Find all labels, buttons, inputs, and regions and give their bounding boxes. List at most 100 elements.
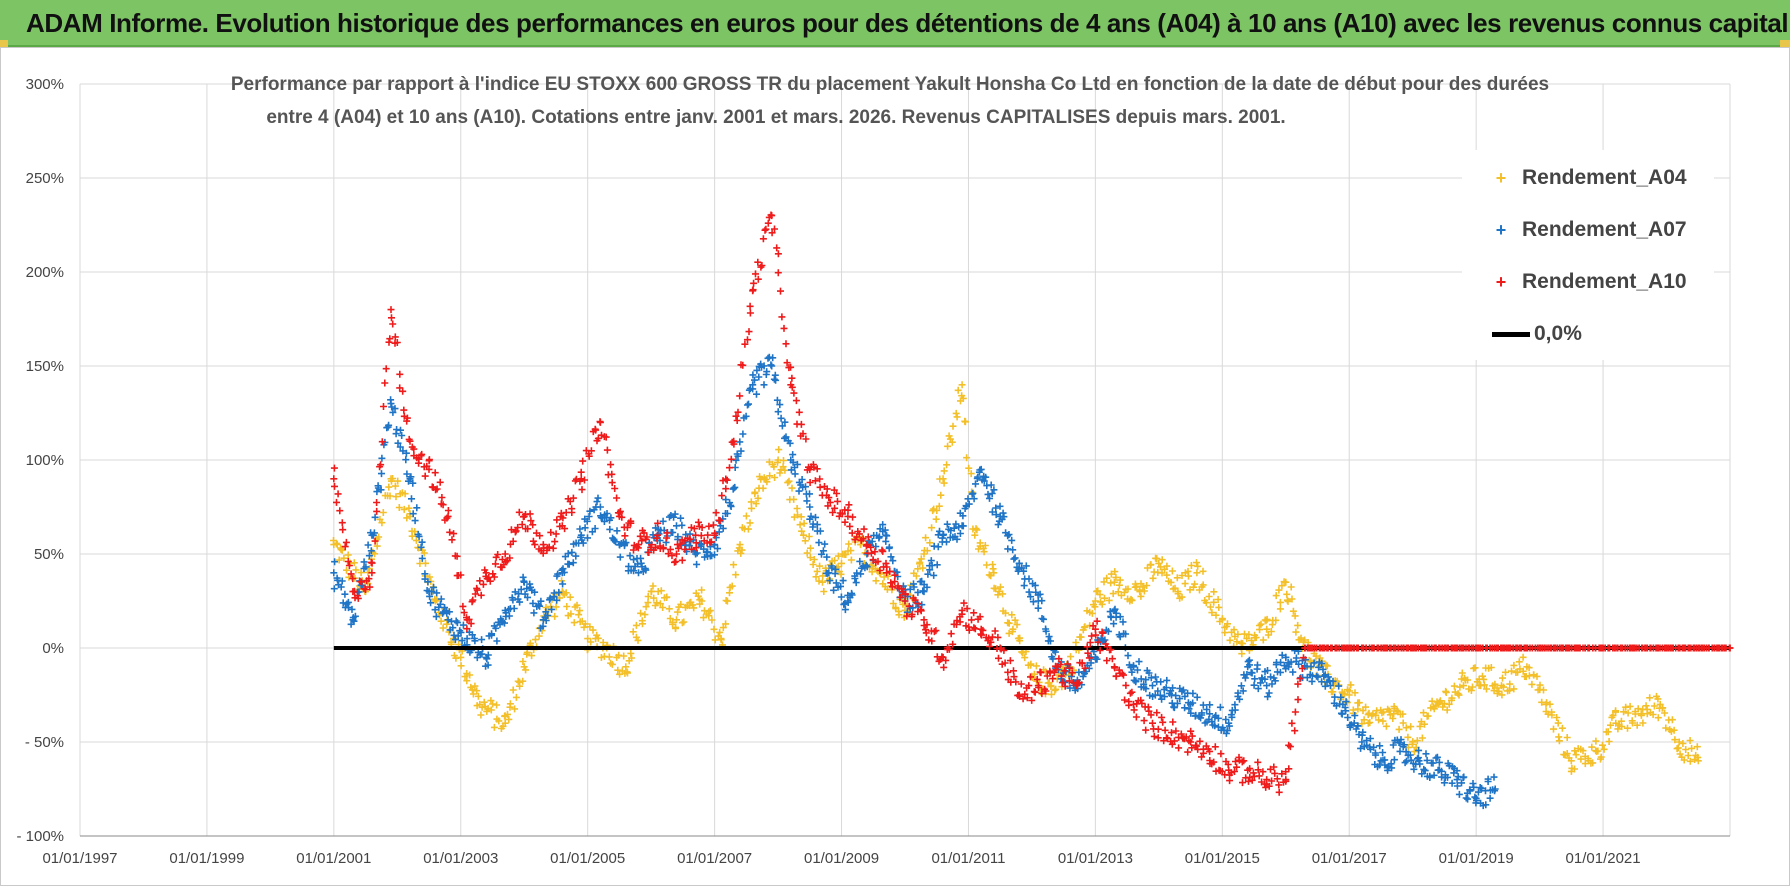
scatter-a07: [1265, 689, 1273, 697]
scatter-a04: [1262, 617, 1270, 625]
scatter-a07: [770, 375, 778, 383]
scatter-a07: [950, 524, 958, 532]
scatter-a10: [664, 550, 672, 558]
scatter-a10: [692, 544, 700, 552]
scatter-a04: [972, 525, 980, 533]
scatter-a10: [862, 542, 870, 550]
scatter-a04: [944, 442, 952, 450]
scatter-a07: [579, 539, 587, 547]
scatter-a07: [744, 401, 751, 409]
scatter-a04: [935, 502, 943, 510]
scatter-a04: [608, 660, 616, 668]
scatter-a10: [788, 383, 796, 391]
scatter-a04: [1450, 682, 1458, 690]
scatter-a04: [1101, 594, 1108, 602]
scatter-a04: [872, 577, 880, 585]
scatter-a07: [1264, 693, 1272, 701]
scatter-a10: [403, 414, 411, 422]
scatter-a10: [1271, 769, 1279, 777]
scatter-a04: [469, 690, 477, 698]
scatter-a07: [769, 354, 777, 362]
scatter-a10: [970, 624, 978, 632]
legend-line-zero: [1492, 331, 1530, 337]
scatter-a07: [906, 585, 914, 593]
scatter-a07: [396, 443, 404, 451]
scatter-a10: [1074, 680, 1082, 688]
scatter-a07: [394, 439, 402, 447]
scatter-a04: [1329, 688, 1337, 696]
scatter-a07: [816, 527, 824, 535]
scatter-a04: [1351, 689, 1359, 697]
scatter-a07: [826, 577, 834, 585]
scatter-a04: [967, 470, 975, 478]
scatter-a10: [425, 457, 433, 465]
scatter-a10: [518, 521, 526, 528]
scatter-a04: [819, 572, 827, 580]
scatter-a04: [1379, 717, 1387, 725]
scatter-a04: [344, 551, 352, 559]
scatter-a04: [1124, 585, 1132, 593]
scatter-a07: [565, 560, 573, 568]
scatter-a07: [1342, 707, 1350, 715]
scatter-a07: [544, 612, 552, 619]
scatter-a10: [874, 557, 882, 565]
scatter-a10: [529, 537, 537, 545]
scatter-a07: [1009, 546, 1017, 554]
scatter-a04: [1360, 716, 1368, 724]
scatter-a04: [1358, 720, 1366, 728]
scatter-a04: [1163, 562, 1171, 570]
point-a10: [387, 306, 395, 314]
scatter-a07: [430, 583, 438, 591]
scatter-a10: [633, 543, 641, 551]
scatter-a04: [1199, 581, 1207, 589]
scatter-a07: [391, 405, 399, 413]
scatter-a10: [579, 457, 587, 465]
scatter-a07: [980, 477, 988, 485]
scatter-a04: [770, 463, 778, 471]
x-tick-label: 01/01/2009: [804, 850, 879, 867]
y-tick-label: - 50%: [25, 734, 64, 751]
scatter-a04: [499, 722, 507, 730]
scatter-a10: [1158, 713, 1166, 721]
scatter-a07: [626, 552, 634, 560]
scatter-a04: [1143, 582, 1151, 589]
scatter-a07: [1027, 593, 1034, 601]
scatter-a10: [506, 554, 514, 562]
scatter-a07: [821, 540, 829, 548]
scatter-a07: [1453, 767, 1461, 775]
scatter-a07: [1455, 790, 1463, 798]
scatter-a07: [1225, 722, 1233, 730]
scatter-a07: [722, 496, 730, 504]
scatter-a07: [745, 400, 752, 408]
scatter-a07: [542, 608, 550, 616]
point-a10: [368, 569, 376, 577]
scatter-a10: [976, 613, 984, 621]
scatter-a04: [928, 524, 936, 532]
scatter-a04: [1642, 702, 1650, 710]
scatter-a04: [632, 621, 640, 629]
scatter-a07: [773, 396, 781, 404]
scatter-a10: [942, 656, 950, 664]
scatter-a04: [599, 639, 607, 646]
scatter-a04: [352, 566, 360, 574]
scatter-a10: [1103, 657, 1111, 665]
scatter-a07: [760, 381, 768, 389]
point-a07: [1358, 738, 1366, 746]
scatter-a10: [1035, 684, 1043, 691]
scatter-a07: [943, 538, 950, 546]
scatter-a07: [1403, 757, 1410, 765]
scatter-a10: [841, 518, 849, 526]
point-a10: [501, 550, 509, 558]
scatter-a07: [831, 570, 839, 578]
scatter-a10: [1245, 777, 1252, 785]
scatter-a04: [1579, 747, 1587, 755]
scatter-a10: [1042, 687, 1050, 695]
scatter-a04: [708, 616, 716, 624]
point-a04: [1675, 738, 1683, 746]
scatter-a07: [378, 470, 385, 478]
point-a10: [673, 550, 680, 558]
scatter-a04: [717, 636, 725, 644]
scatter-a04: [519, 658, 527, 665]
scatter-a04: [385, 483, 393, 491]
scatter-a04: [1487, 664, 1495, 671]
